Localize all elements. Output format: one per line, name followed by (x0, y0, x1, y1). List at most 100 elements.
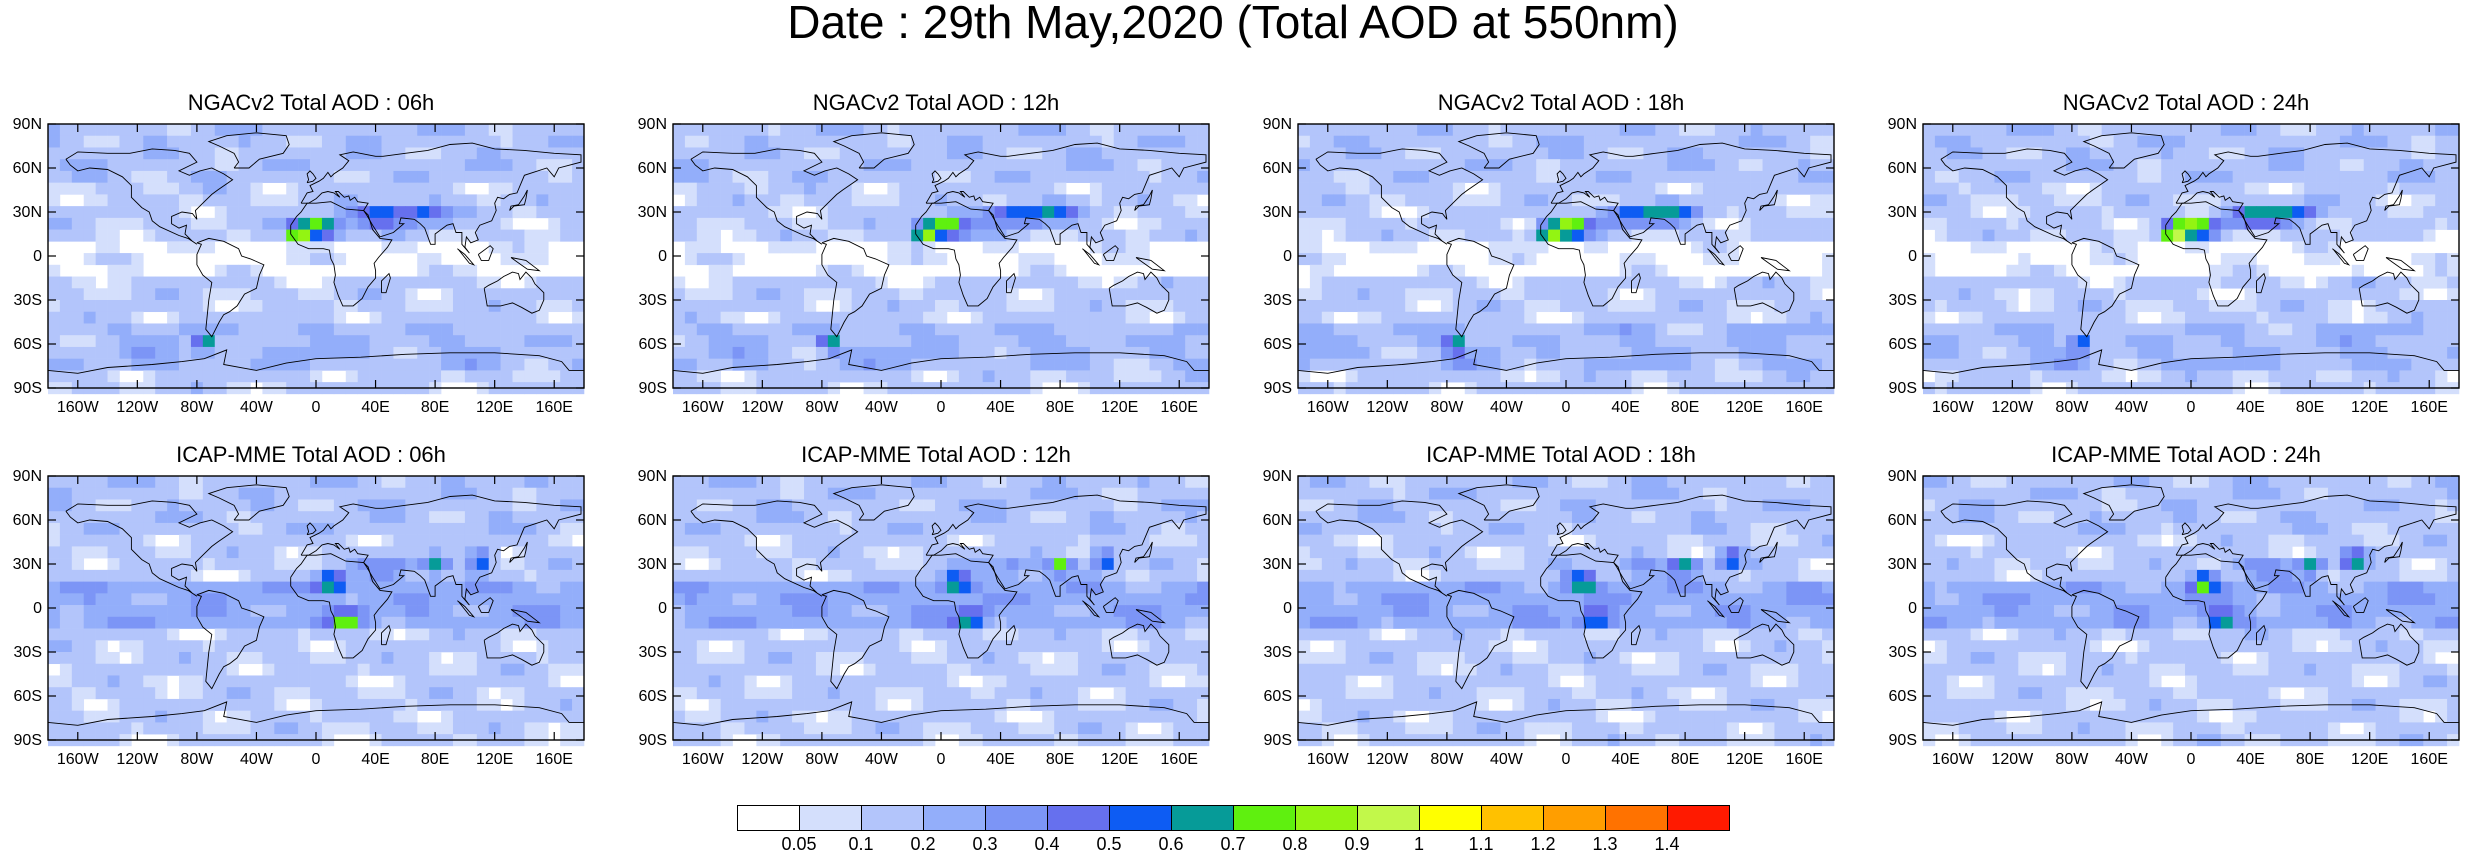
lon-tick-label: 160E (536, 751, 573, 764)
colorbar-swatch (737, 805, 800, 831)
lon-tick-label: 40E (1611, 399, 1639, 412)
map-panel-ngac-24h: NGACv2 Total AOD : 24h 90N 60N 30N 0 30S 60S 90… (1875, 90, 2466, 412)
aod-map: 90N 60N 30N 0 30S 60S 90S 160W 120W 80W 40W 0 40E 80E… (1888, 116, 2460, 412)
lat-tick-label: 60N (1263, 160, 1292, 177)
colorbar: 0.05 0.1 0.2 0.3 0.4 0.5 0.6 0.7 0.8 0.9 1 1.1 1.2 1.… (737, 805, 1731, 854)
lon-tick-label: 80E (1046, 751, 1074, 764)
lat-tick-label: 90S (639, 732, 667, 749)
lon-tick-label: 0 (937, 399, 946, 412)
lon-tick-label: 40W (865, 751, 899, 764)
panel-title: ICAP-MME Total AOD : 12h (801, 442, 1071, 467)
lat-tick-label: 0 (1908, 600, 1917, 617)
lat-tick-label: 90N (638, 468, 667, 485)
lat-tick-label: 30S (1264, 292, 1292, 309)
lat-tick-label: 60S (1889, 336, 1917, 353)
lon-tick-label: 120E (1101, 399, 1138, 412)
lon-tick-label: 160E (1786, 399, 1823, 412)
colorbar-swatch (1605, 805, 1668, 831)
lat-tick-label: 60N (13, 160, 42, 177)
aod-field (1923, 124, 2460, 395)
lat-tick-label: 30S (1889, 644, 1917, 661)
lat-tick-label: 90S (14, 732, 42, 749)
map-panel-icap-6h: ICAP-MME Total AOD : 06h 90N 60N 30N 0 30S 60S… (0, 442, 622, 764)
lat-tick-label: 60S (1889, 688, 1917, 705)
aod-field (1298, 124, 1835, 395)
lon-tick-label: 160W (1307, 399, 1350, 412)
colorbar-swatch (1419, 805, 1482, 831)
lon-tick-label: 40W (240, 399, 274, 412)
lon-tick-label: 80W (805, 751, 839, 764)
colorbar-label: 0.9 (1344, 834, 1370, 854)
lat-tick-label: 60N (638, 512, 667, 529)
colorbar-label: 0.05 (781, 834, 817, 854)
map-panel-icap-18h: ICAP-MME Total AOD : 18h 90N 60N 30N 0 30S 60S… (1250, 442, 1872, 764)
lat-tick-label: 30N (638, 556, 667, 573)
panel-title: NGACv2 Total AOD : 24h (2062, 90, 2310, 115)
aod-map: 90N 60N 30N 0 30S 60S 90S 160W 120W 80W 40W 0 40E 80E… (1888, 468, 2460, 764)
lat-tick-label: 60N (1888, 160, 1917, 177)
aod-map: 90N 60N 30N 0 30S 60S 90S 160W 120W 80W 40W 0 40E 80E… (638, 468, 1210, 764)
lon-tick-label: 120E (476, 751, 513, 764)
lon-tick-label: 120W (741, 399, 784, 412)
aod-map: 90N 60N 30N 0 30S 60S 90S 160W 120W 80W 40W 0 40E 80E… (1263, 468, 1835, 764)
lon-tick-label: 80W (2055, 399, 2089, 412)
lat-tick-label: 0 (1283, 600, 1292, 617)
colorbar-label: 0.1 (848, 834, 874, 854)
colorbar-swatch (923, 805, 986, 831)
colorbar-swatch (1171, 805, 1234, 831)
coastlines (672, 484, 1209, 726)
lat-tick-label: 30S (14, 292, 42, 309)
lat-tick-label: 30S (639, 644, 667, 661)
colorbar-label: 0.4 (1034, 834, 1060, 854)
lon-tick-label: 40W (2115, 751, 2149, 764)
coastlines (1297, 132, 1834, 374)
lon-tick-label: 160E (1161, 751, 1198, 764)
lon-tick-label: 80E (2296, 399, 2324, 412)
map-panel-icap-24h: ICAP-MME Total AOD : 24h 90N 60N 30N 0 30S 60S… (1875, 442, 2466, 764)
colorbar-label: 0.7 (1220, 834, 1246, 854)
lat-tick-label: 60S (14, 688, 42, 705)
lat-tick-label: 30N (1263, 204, 1292, 221)
lon-tick-label: 160E (2411, 751, 2448, 764)
lon-tick-label: 0 (312, 751, 321, 764)
lon-tick-label: 120W (1991, 399, 2034, 412)
colorbar-swatch (1543, 805, 1606, 831)
lat-tick-label: 30S (1889, 292, 1917, 309)
lon-tick-label: 120W (116, 399, 159, 412)
lon-tick-label: 80W (180, 399, 214, 412)
map-panel-icap-12h: ICAP-MME Total AOD : 12h 90N 60N 30N 0 30S 60S… (625, 442, 1247, 764)
lat-tick-label: 90S (1889, 380, 1917, 397)
colorbar-label: 0.2 (910, 834, 936, 854)
lon-tick-label: 0 (937, 751, 946, 764)
coastlines (1922, 484, 2459, 726)
lon-tick-label: 80W (1430, 399, 1464, 412)
colorbar-label: 1.4 (1654, 834, 1680, 854)
colorbar-swatch (1109, 805, 1172, 831)
panel-title: NGACv2 Total AOD : 06h (187, 90, 435, 115)
lon-tick-label: 80W (805, 399, 839, 412)
aod-field (1923, 476, 2460, 747)
lat-tick-label: 60S (14, 336, 42, 353)
lon-tick-label: 80W (180, 751, 214, 764)
colorbar-swatch (1047, 805, 1110, 831)
panel-title: ICAP-MME Total AOD : 18h (1426, 442, 1696, 467)
aod-map: 90N 60N 30N 0 30S 60S 90S 160W 120W 80W 40W 0 40E 80E… (13, 468, 585, 764)
lat-tick-label: 30N (1888, 204, 1917, 221)
lat-tick-label: 30N (13, 204, 42, 221)
lon-tick-label: 120W (116, 751, 159, 764)
lon-tick-label: 40E (986, 751, 1014, 764)
lon-tick-label: 0 (2187, 751, 2196, 764)
lon-tick-label: 120E (2351, 399, 2388, 412)
panel-title: ICAP-MME Total AOD : 06h (176, 442, 446, 467)
lon-tick-label: 160E (1161, 399, 1198, 412)
colorbar-swatch (1295, 805, 1358, 831)
lat-tick-label: 60N (1263, 512, 1292, 529)
lat-tick-label: 0 (658, 248, 667, 265)
colorbar-label: 1 (1413, 834, 1424, 854)
lat-tick-label: 0 (33, 248, 42, 265)
map-panel-ngac-12h: NGACv2 Total AOD : 12h 90N 60N 30N 0 30S 60S 90… (625, 90, 1247, 412)
lat-tick-label: 0 (1908, 248, 1917, 265)
lon-tick-label: 80E (1671, 751, 1699, 764)
lat-tick-label: 60S (1264, 336, 1292, 353)
lon-tick-label: 120E (1726, 751, 1763, 764)
